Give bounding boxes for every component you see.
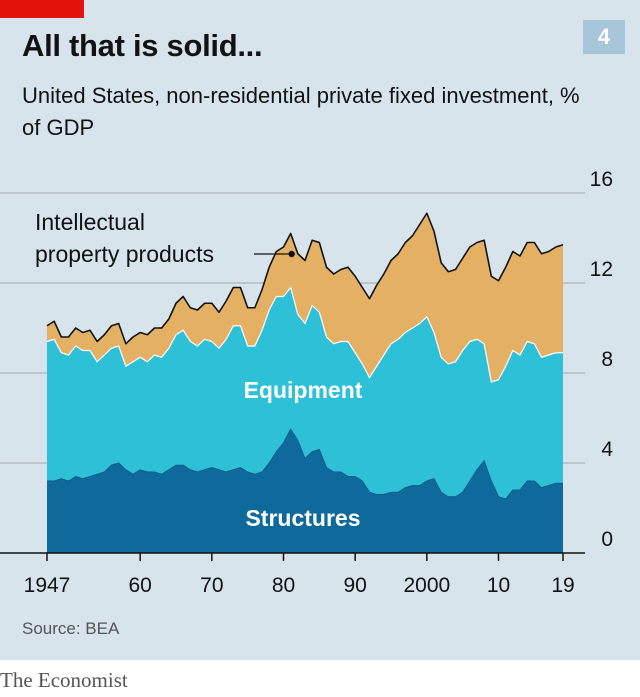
- x-tick-label: 90: [343, 574, 366, 597]
- boundary-line-2: [46, 286, 563, 383]
- x-tick-label: 2000: [403, 574, 450, 597]
- x-tick-label: 70: [200, 574, 223, 597]
- x-tick-label: 80: [272, 574, 295, 597]
- x-tick-label: 60: [128, 574, 151, 597]
- y-tick-label: 0: [601, 528, 613, 551]
- chart-subtitle: United States, non-residential private f…: [22, 83, 580, 140]
- chart-title: All that is solid...: [22, 28, 263, 63]
- boundary-line-1: [47, 428, 563, 500]
- annotation-dot: [288, 250, 295, 258]
- y-tick-label: 8: [601, 348, 613, 371]
- stacked-area-chart: 0 4 8 12 16 1947 60 70 80 90 2000 10 19 Equipment Stru…: [0, 168, 613, 597]
- x-tick-label: 19: [551, 574, 574, 597]
- annotation-line-2: property products: [35, 241, 214, 267]
- source-note: Source: BEA: [22, 619, 120, 638]
- total-line: [46, 212, 564, 345]
- area-structures: [47, 429, 563, 553]
- equipment-label: Equipment: [244, 377, 363, 403]
- annotation-line-1: Intellectual: [35, 209, 145, 235]
- y-tick-label: 4: [601, 438, 613, 461]
- economist-brand: The Economist: [0, 668, 128, 692]
- area-equipment: [47, 287, 563, 499]
- structures-label: Structures: [245, 505, 360, 531]
- y-tick-label: 12: [590, 258, 613, 281]
- x-tick-label: 1947: [24, 574, 71, 597]
- chart-number-badge: 4: [583, 20, 625, 54]
- y-tick-label: 16: [590, 168, 613, 191]
- area-intellectual-property: [47, 213, 563, 382]
- red-tag: [0, 0, 84, 18]
- x-tick-label: 10: [487, 574, 510, 597]
